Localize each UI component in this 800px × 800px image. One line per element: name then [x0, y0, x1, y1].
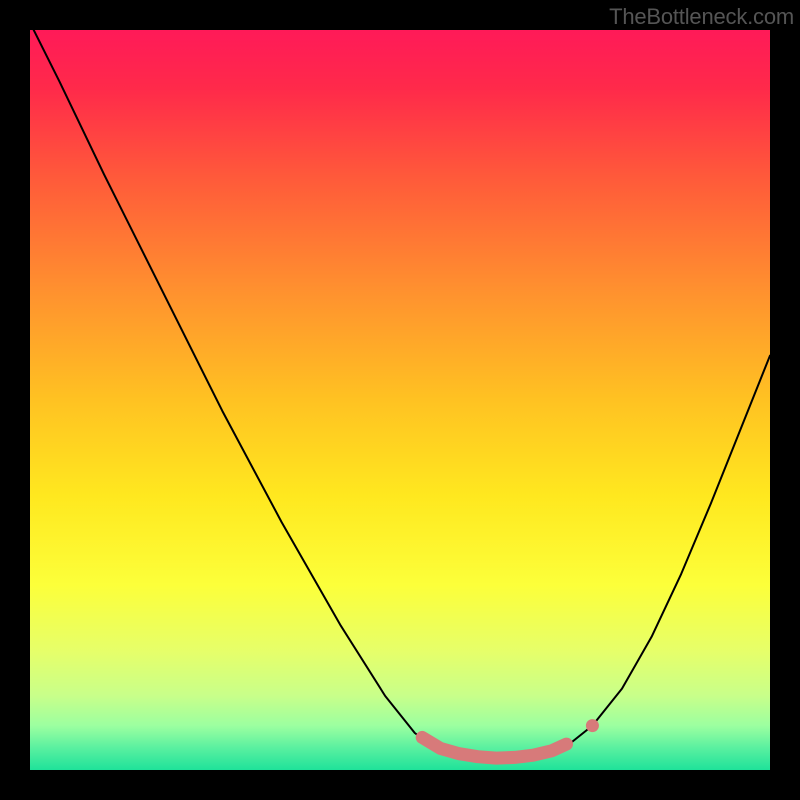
plot-svg — [30, 30, 770, 770]
highlight-marker — [586, 719, 599, 732]
gradient-background — [30, 30, 770, 770]
watermark-text: TheBottleneck.com — [609, 0, 800, 30]
plot-area — [30, 30, 770, 770]
chart-container: TheBottleneck.com — [0, 0, 800, 800]
